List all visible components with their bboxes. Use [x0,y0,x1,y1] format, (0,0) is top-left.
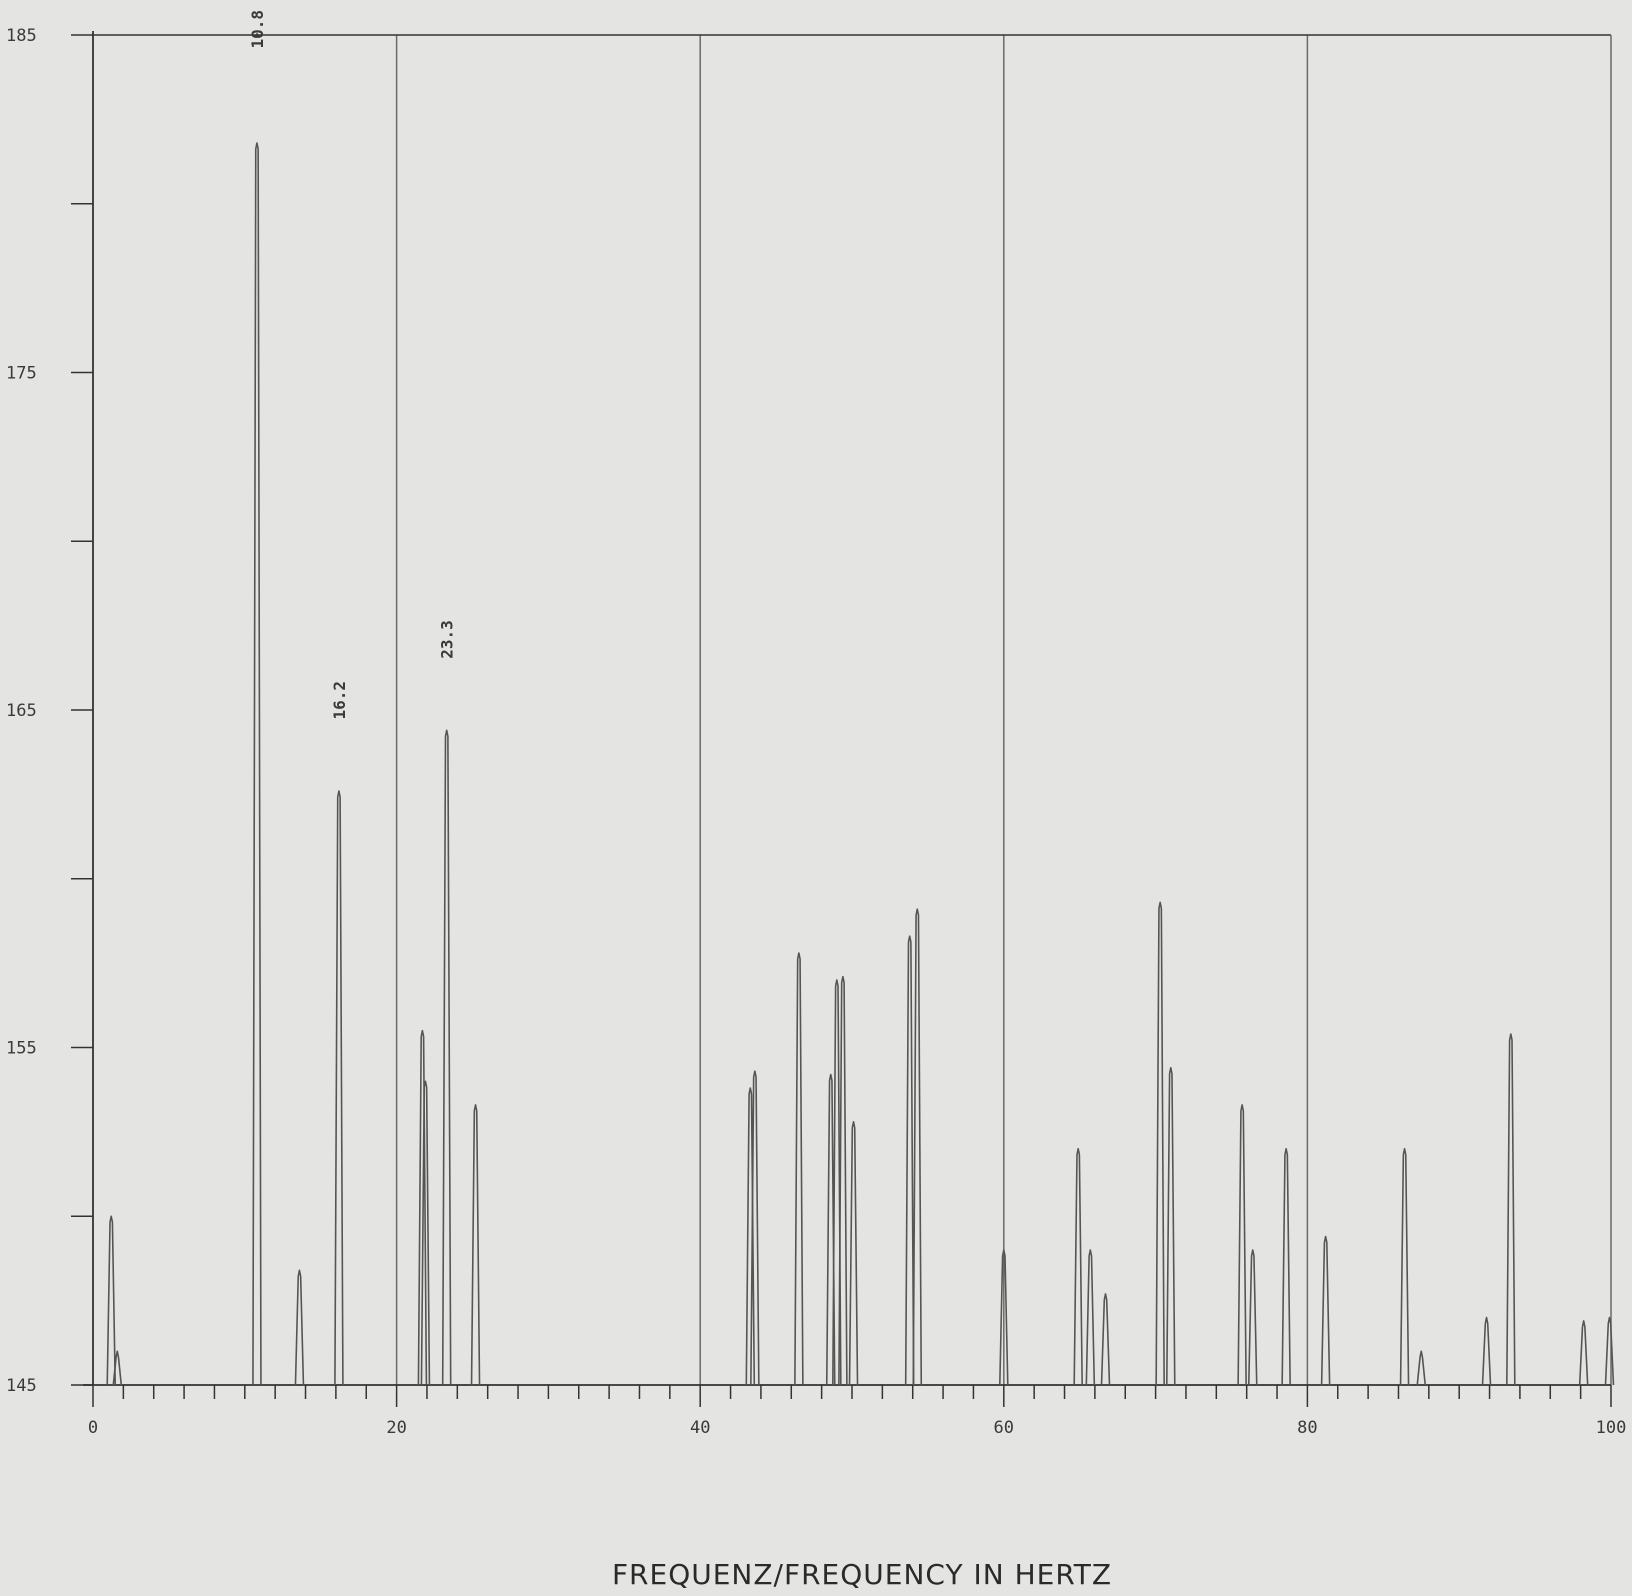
x-axis-label: FREQUENZ/FREQUENCY IN HERTZ [612,1558,1112,1591]
peak-line [848,1120,859,1386]
peak-label: 16.2 [330,681,349,720]
peak-line [904,935,915,1386]
peak-line [912,908,923,1386]
axis-layer: 145 155 165 175 185 0 20 40 60 80 100 [6,26,1626,1438]
peak-line [112,1350,123,1386]
x-tick-label: 0 [88,1418,98,1438]
peak-labels-layer: 10.8 16.2 23.3 [248,10,457,720]
peak-line [417,1029,428,1386]
peak-line [1281,1147,1291,1386]
peaks-layer [106,142,1615,1386]
peak-line [1165,1066,1176,1386]
peak-line [1073,1147,1083,1386]
peak-line [999,1249,1009,1386]
peak-line [1085,1249,1096,1386]
peak-line [470,1104,481,1386]
peak-line [1399,1147,1410,1386]
peak-line [825,1073,836,1386]
x-tick-label: 100 [1596,1418,1627,1438]
peak-line [1155,901,1165,1386]
y-tick-label: 165 [6,701,37,721]
peak-line [441,729,452,1386]
peak-line [794,952,804,1386]
peak-line [1506,1033,1516,1386]
grid-layer [395,35,1309,1385]
x-tick-label: 80 [1297,1418,1317,1438]
y-tick-label: 185 [6,26,37,46]
peak-line [334,790,344,1386]
y-tick-label: 145 [6,1376,37,1396]
peak-line [1100,1293,1111,1386]
x-tick-label: 60 [994,1418,1014,1438]
y-tick-label: 155 [6,1039,37,1059]
peak-line [106,1215,117,1386]
peak-line [838,975,848,1386]
peak-line [1604,1316,1615,1386]
peak-line [1416,1350,1427,1386]
x-tick-label: 20 [386,1418,406,1438]
peak-line [1247,1249,1258,1386]
peak-line [1237,1104,1247,1386]
peak-line [252,142,262,1386]
peak-line [420,1080,431,1386]
peak-line [1481,1316,1492,1386]
peak-label: 10.8 [248,10,267,49]
peak-line [294,1269,305,1386]
peak-line [1320,1235,1331,1386]
y-tick-label: 175 [6,364,37,384]
peak-line [750,1070,760,1386]
x-tick-label: 40 [690,1418,710,1438]
peak-line [1578,1320,1589,1386]
peak-label: 23.3 [438,620,457,659]
peak-line [832,979,842,1386]
